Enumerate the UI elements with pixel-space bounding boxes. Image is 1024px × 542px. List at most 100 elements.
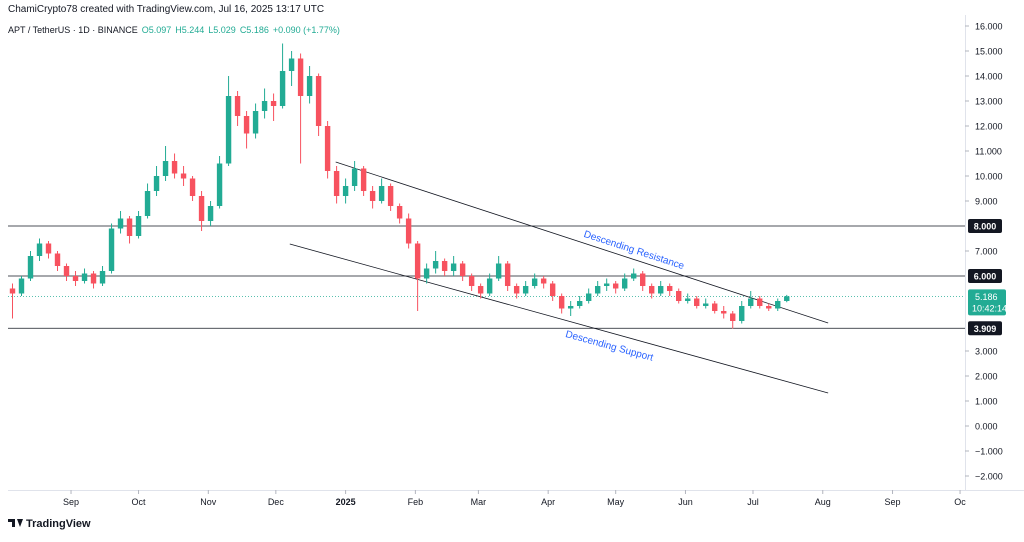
candle-body bbox=[676, 291, 682, 301]
candle-body bbox=[739, 306, 745, 321]
candle-body bbox=[72, 276, 79, 281]
level-label: 6.000 bbox=[974, 272, 997, 282]
x-tick-label: Oc bbox=[954, 497, 966, 507]
candle-body bbox=[315, 76, 322, 126]
candle-body bbox=[694, 298, 700, 306]
y-tick-label: −1.000 bbox=[975, 447, 1003, 457]
y-tick-label: 16.000 bbox=[975, 22, 1003, 32]
x-tick-label: Jul bbox=[747, 497, 759, 507]
candle-body bbox=[243, 116, 250, 134]
candle-body bbox=[730, 313, 736, 321]
candle-body bbox=[45, 243, 52, 254]
ohlc-value: +0.090 (+1.77%) bbox=[273, 25, 340, 35]
candle-body bbox=[351, 168, 358, 186]
candle-body bbox=[261, 101, 268, 111]
level-label: 3.909 bbox=[974, 324, 997, 334]
axes: 16.000 15.000 14.000 13.000 12.000 11.000 10.0… bbox=[63, 22, 1007, 508]
x-tick-label: Oct bbox=[132, 497, 147, 507]
last-price-box bbox=[968, 289, 1006, 316]
candle-body bbox=[540, 278, 547, 284]
candle-body bbox=[9, 288, 16, 294]
candle-body bbox=[576, 301, 583, 306]
x-tick-label: Feb bbox=[408, 497, 424, 507]
ohlc-legend: O5.097 H5.244 L5.029 C5.186 +0.090 (+1.77%) bbox=[142, 25, 340, 35]
candle-body bbox=[558, 296, 565, 309]
candle-body bbox=[658, 286, 664, 294]
trendline bbox=[289, 243, 829, 394]
candle-body bbox=[703, 303, 709, 306]
candle-body bbox=[54, 253, 61, 266]
candle-body bbox=[712, 303, 718, 311]
candle-body bbox=[468, 276, 475, 286]
candle-body bbox=[234, 96, 241, 116]
candle-body bbox=[189, 178, 196, 196]
x-tick-label: Sep bbox=[63, 497, 79, 507]
candle-body bbox=[270, 101, 277, 106]
y-tick-label: 9.000 bbox=[975, 197, 998, 207]
candle-body bbox=[585, 293, 592, 301]
x-tick-label: Nov bbox=[200, 497, 217, 507]
x-tick-label: Sep bbox=[885, 497, 901, 507]
credit: ChamiCrypto78 created with TradingView.c… bbox=[8, 4, 324, 15]
candle-body bbox=[685, 298, 691, 301]
candle-body bbox=[180, 173, 187, 179]
candle-body bbox=[18, 278, 25, 294]
y-tick-label: 7.000 bbox=[975, 247, 998, 257]
candle-body bbox=[649, 286, 655, 294]
logo-text: TradingView bbox=[26, 518, 91, 530]
y-tick-label: 13.000 bbox=[975, 97, 1003, 107]
candle-body bbox=[459, 263, 466, 276]
candle-body bbox=[126, 218, 133, 236]
y-tick-label: 10.000 bbox=[975, 172, 1003, 182]
x-tick-label: Aug bbox=[815, 497, 831, 507]
candle-body bbox=[450, 263, 457, 271]
candle-body bbox=[423, 268, 430, 279]
candle-body bbox=[36, 243, 43, 256]
candle-body bbox=[594, 286, 601, 294]
x-tick-label: Dec bbox=[268, 497, 285, 507]
candle-body bbox=[784, 296, 790, 301]
level-label-box bbox=[968, 321, 1002, 336]
candle-body bbox=[252, 111, 259, 134]
candle-body bbox=[90, 273, 97, 284]
y-tick-label: 2.000 bbox=[975, 372, 998, 382]
ohlc-value: L5.029 bbox=[208, 25, 236, 35]
y-tick-label: 0.000 bbox=[975, 422, 998, 432]
candle-body bbox=[324, 126, 331, 171]
candle-body bbox=[171, 161, 178, 174]
candle-body bbox=[225, 96, 232, 164]
x-tick-label: Jun bbox=[678, 497, 693, 507]
candle-body bbox=[414, 243, 421, 279]
y-tick-label: 3.000 bbox=[975, 347, 998, 357]
last-price-label: 5.186 bbox=[975, 292, 998, 302]
candle-body bbox=[117, 218, 124, 229]
candle-body bbox=[27, 256, 34, 279]
candle-body bbox=[766, 306, 772, 309]
candle-body bbox=[621, 278, 628, 289]
candle-body bbox=[360, 168, 367, 191]
candle-body bbox=[198, 196, 205, 221]
candle-body bbox=[504, 263, 511, 286]
candle-body bbox=[531, 278, 538, 286]
candle-body bbox=[513, 286, 520, 294]
candle-body bbox=[603, 283, 610, 286]
candle-body bbox=[396, 206, 403, 219]
y-tick-label: 14.000 bbox=[975, 72, 1003, 82]
candle-body bbox=[288, 58, 295, 71]
countdown-label: 10:42:14 bbox=[972, 303, 1007, 313]
candle-body bbox=[549, 283, 556, 296]
candle-body bbox=[387, 186, 394, 206]
candle-body bbox=[63, 266, 70, 276]
candle-body bbox=[297, 58, 304, 96]
y-tick-label: 12.000 bbox=[975, 122, 1003, 132]
candle-body bbox=[279, 71, 286, 106]
ohlc-value: O5.097 bbox=[142, 25, 172, 35]
y-tick-label: 15.000 bbox=[975, 47, 1003, 57]
trendline bbox=[335, 161, 829, 324]
candle-body bbox=[612, 283, 619, 289]
candle-body bbox=[342, 186, 349, 196]
candle-body bbox=[432, 261, 439, 269]
x-tick-label: Mar bbox=[471, 497, 487, 507]
